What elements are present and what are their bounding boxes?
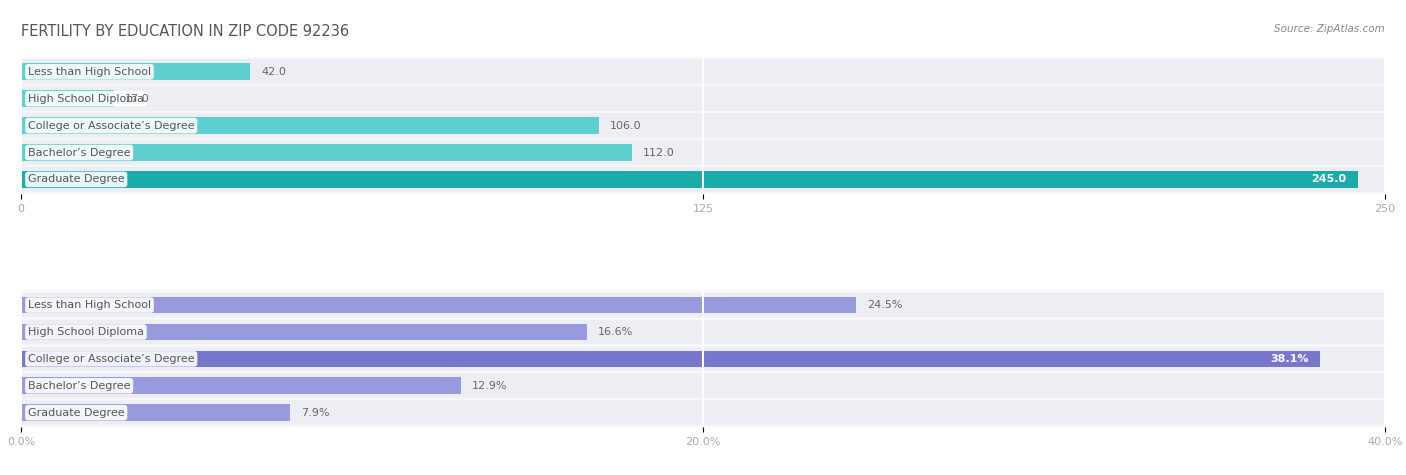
Text: 42.0: 42.0 bbox=[262, 67, 285, 77]
Text: Bachelor’s Degree: Bachelor’s Degree bbox=[28, 381, 131, 391]
Bar bbox=[21, 90, 114, 107]
Bar bbox=[21, 373, 1385, 398]
Text: FERTILITY BY EDUCATION IN ZIP CODE 92236: FERTILITY BY EDUCATION IN ZIP CODE 92236 bbox=[21, 24, 349, 39]
Text: 106.0: 106.0 bbox=[610, 121, 643, 131]
Text: College or Associate’s Degree: College or Associate’s Degree bbox=[28, 354, 194, 364]
Text: 245.0: 245.0 bbox=[1312, 174, 1347, 184]
Bar bbox=[21, 400, 1385, 425]
Text: High School Diploma: High School Diploma bbox=[28, 327, 143, 337]
Text: 112.0: 112.0 bbox=[643, 148, 675, 158]
Bar bbox=[21, 140, 1385, 165]
Text: 17.0: 17.0 bbox=[125, 94, 149, 104]
Bar bbox=[21, 323, 588, 340]
Bar bbox=[21, 171, 1358, 188]
Text: 12.9%: 12.9% bbox=[472, 381, 508, 391]
Bar bbox=[21, 320, 1385, 344]
Text: 24.5%: 24.5% bbox=[868, 300, 903, 310]
Text: College or Associate’s Degree: College or Associate’s Degree bbox=[28, 121, 194, 131]
Text: Graduate Degree: Graduate Degree bbox=[28, 408, 125, 418]
Text: Graduate Degree: Graduate Degree bbox=[28, 174, 125, 184]
Bar bbox=[21, 117, 599, 134]
Bar bbox=[21, 293, 1385, 317]
Bar bbox=[21, 351, 1320, 367]
Text: 7.9%: 7.9% bbox=[301, 408, 330, 418]
Bar bbox=[21, 86, 1385, 111]
Text: Less than High School: Less than High School bbox=[28, 67, 150, 77]
Bar bbox=[21, 167, 1385, 192]
Bar bbox=[21, 144, 633, 161]
Bar bbox=[21, 64, 250, 80]
Text: Bachelor’s Degree: Bachelor’s Degree bbox=[28, 148, 131, 158]
Bar bbox=[21, 59, 1385, 84]
Text: High School Diploma: High School Diploma bbox=[28, 94, 143, 104]
Text: 38.1%: 38.1% bbox=[1271, 354, 1309, 364]
Bar bbox=[21, 404, 291, 421]
Bar bbox=[21, 346, 1385, 371]
Text: 16.6%: 16.6% bbox=[598, 327, 633, 337]
Bar bbox=[21, 378, 461, 394]
Text: Source: ZipAtlas.com: Source: ZipAtlas.com bbox=[1274, 24, 1385, 34]
Bar bbox=[21, 297, 856, 314]
Text: Less than High School: Less than High School bbox=[28, 300, 150, 310]
Bar bbox=[21, 113, 1385, 138]
